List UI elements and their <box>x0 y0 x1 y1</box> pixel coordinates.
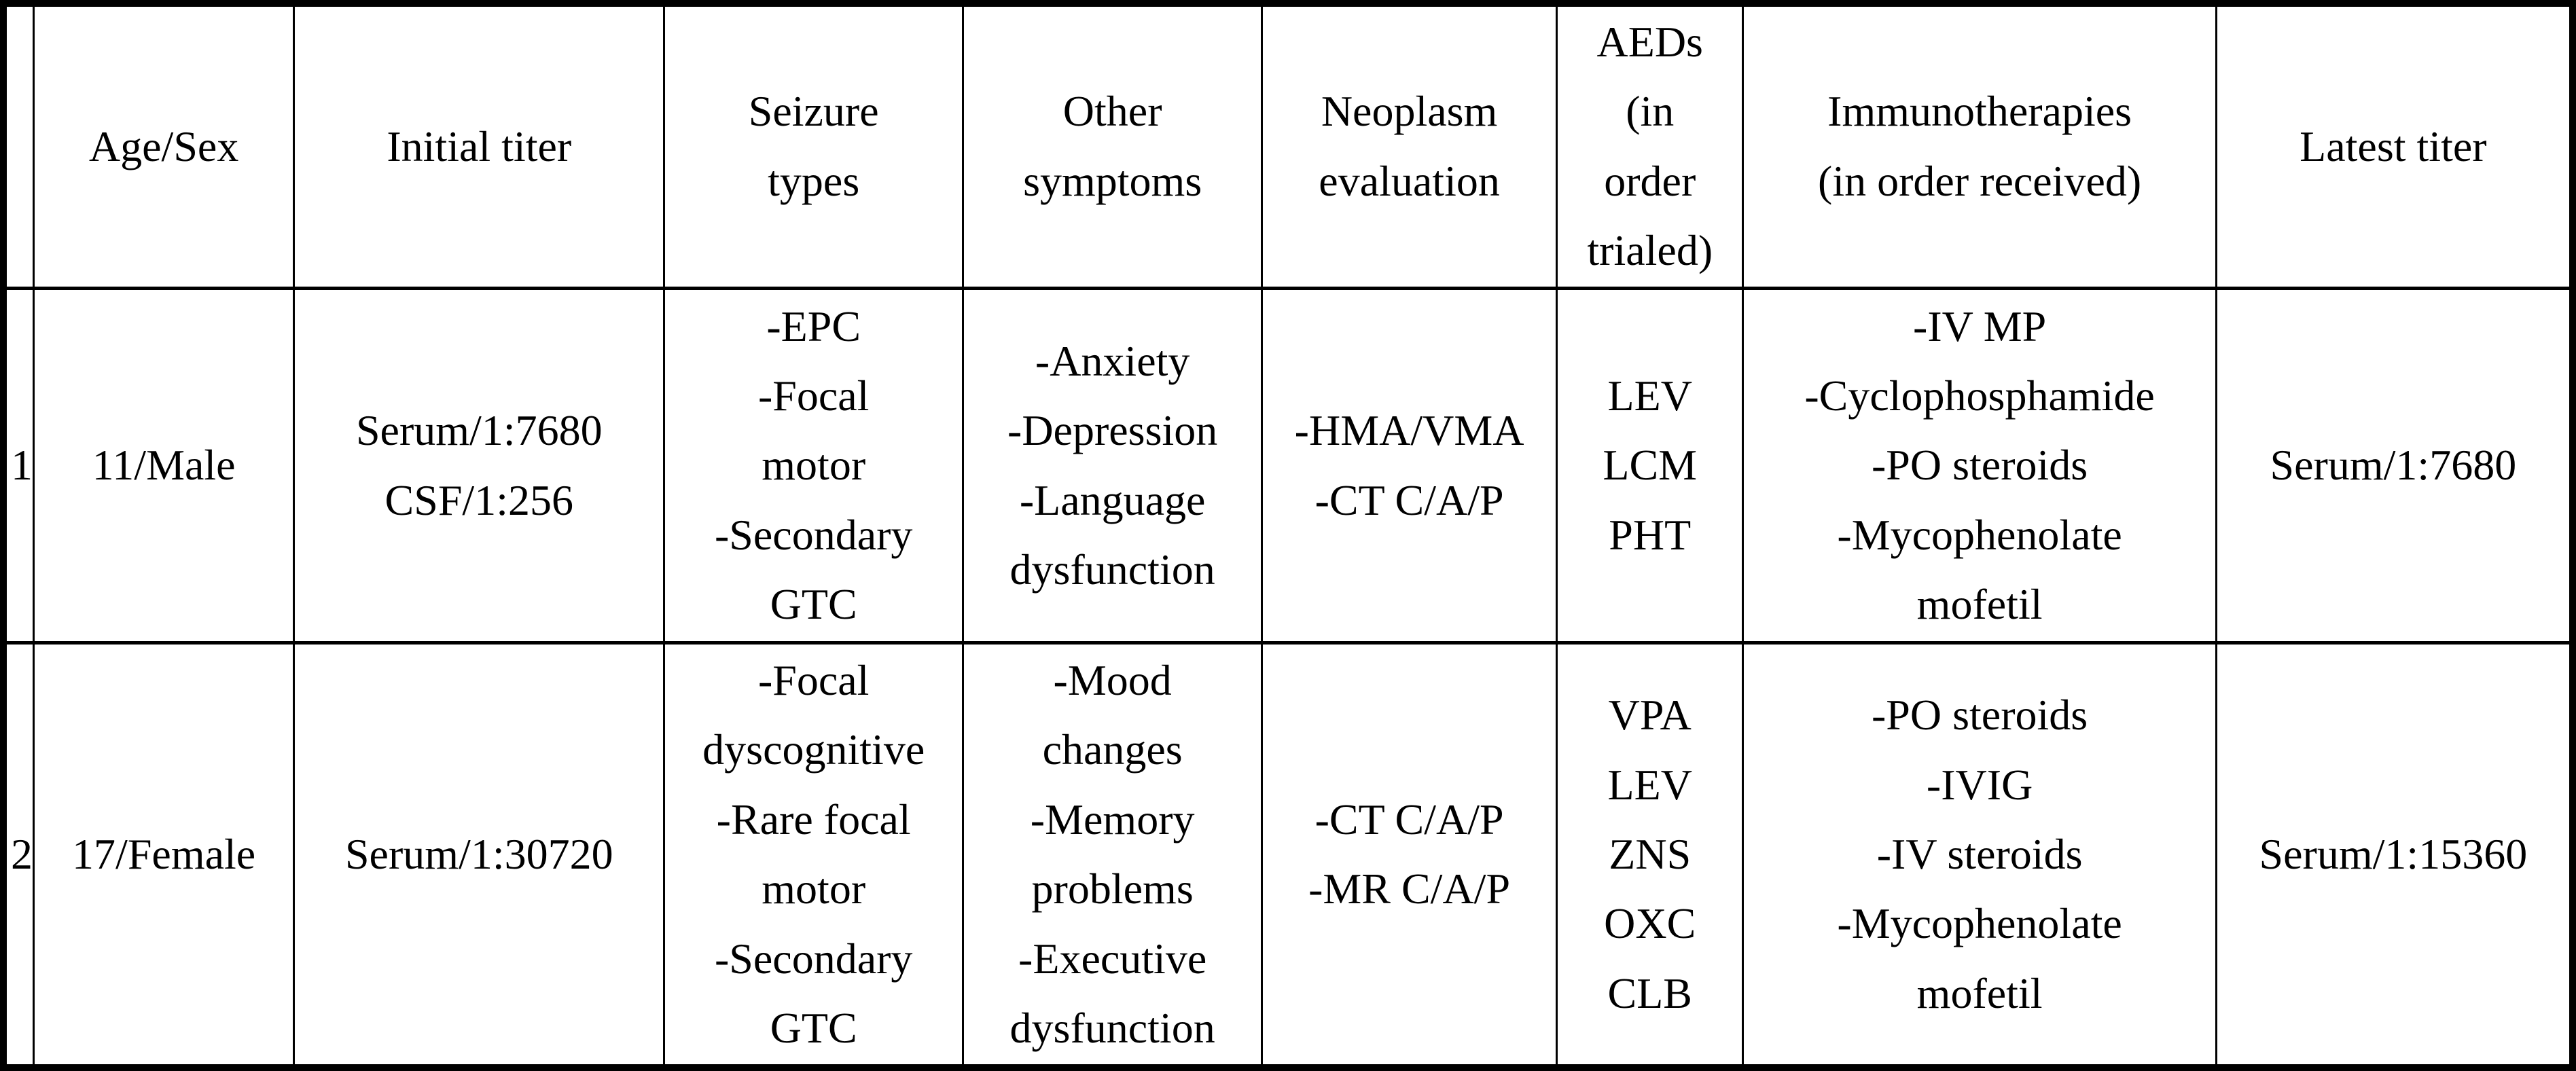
header-neoplasm-evaluation: Neoplasm evaluation <box>1261 1 1558 290</box>
header-initial-titer: Initial titer <box>293 1 666 290</box>
initial-titer-cell: Serum/1:30720 <box>293 641 666 1070</box>
header-immunotherapies: Immunotherapies (in order received) <box>1742 1 2217 290</box>
immunotherapies-cell: -PO steroids -IVIG -IV steroids -Mycophe… <box>1742 641 2217 1070</box>
age-sex-cell: 11/Male <box>32 286 296 645</box>
header-aeds: AEDs (in order trialed) <box>1556 1 1745 290</box>
seizure-types-cell: -EPC -Focal motor -Secondary GTC <box>663 286 965 645</box>
aeds-cell: VPA LEV ZNS OXC CLB <box>1556 641 1745 1070</box>
aeds-cell: LEV LCM PHT <box>1556 286 1745 645</box>
neoplasm-evaluation-cell: -HMA/VMA -CT C/A/P <box>1261 286 1558 645</box>
header-other-symptoms: Other symptoms <box>962 1 1264 290</box>
latest-titer-cell: Serum/1:15360 <box>2215 641 2574 1070</box>
immunotherapies-cell: -IV MP -Cyclophosphamide -PO steroids -M… <box>1742 286 2217 645</box>
case-number-cell: 1 <box>2 286 35 645</box>
header-age-sex: Age/Sex <box>32 1 296 290</box>
table-row-case-2: 2 17/Female Serum/1:30720 -Focal dyscogn… <box>2 641 2574 1070</box>
table-row-case-1: 1 11/Male Serum/1:7680 CSF/1:256 -EPC -F… <box>2 286 2574 645</box>
initial-titer-cell: Serum/1:7680 CSF/1:256 <box>293 286 666 645</box>
header-row: Age/Sex Initial titer Seizure types Othe… <box>2 1 2574 290</box>
other-symptoms-cell: -Anxiety -Depression -Language dysfuncti… <box>962 286 1264 645</box>
header-seizure-types: Seizure types <box>663 1 965 290</box>
neoplasm-evaluation-cell: -CT C/A/P -MR C/A/P <box>1261 641 1558 1070</box>
age-sex-cell: 17/Female <box>32 641 296 1070</box>
header-latest-titer: Latest titer <box>2215 1 2574 290</box>
header-case-number <box>2 1 35 290</box>
latest-titer-cell: Serum/1:7680 <box>2215 286 2574 645</box>
other-symptoms-cell: -Mood changes -Memory problems -Executiv… <box>962 641 1264 1070</box>
case-number-cell: 2 <box>2 641 35 1070</box>
seizure-types-cell: -Focal dyscognitive -Rare focal motor -S… <box>663 641 965 1070</box>
